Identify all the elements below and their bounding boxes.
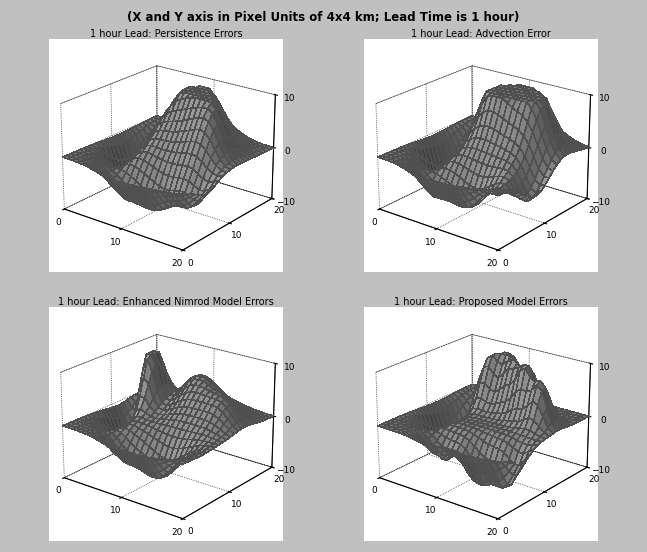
Title: 1 hour Lead: Persistence Errors: 1 hour Lead: Persistence Errors <box>89 29 242 39</box>
Text: (X and Y axis in Pixel Units of 4x4 km; Lead Time is 1 hour): (X and Y axis in Pixel Units of 4x4 km; … <box>127 11 520 24</box>
Title: 1 hour Lead: Enhanced Nimrod Model Errors: 1 hour Lead: Enhanced Nimrod Model Error… <box>58 298 274 307</box>
Title: 1 hour Lead: Advection Error: 1 hour Lead: Advection Error <box>411 29 551 39</box>
Title: 1 hour Lead: Proposed Model Errors: 1 hour Lead: Proposed Model Errors <box>394 298 568 307</box>
